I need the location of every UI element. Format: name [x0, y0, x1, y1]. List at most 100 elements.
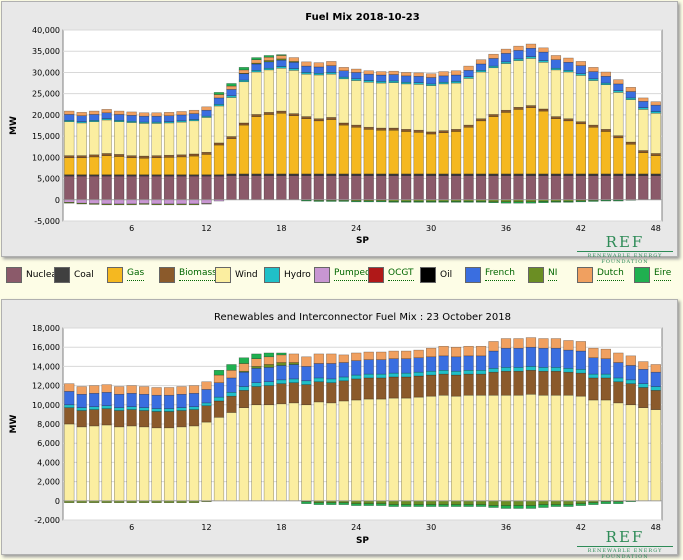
bar-segment-hydro [89, 406, 100, 410]
bar-segment-ni [201, 203, 212, 205]
bar-segment-coal [588, 173, 599, 176]
bar-segment-french [550, 59, 562, 69]
bar-segment-hydro [575, 73, 587, 76]
bar-segment-hydro [201, 402, 212, 407]
bar-segment-ni [276, 362, 287, 366]
bar-segment-biomass [64, 407, 75, 425]
bar-segment-hydro [538, 367, 549, 372]
bar-segment-wind [151, 123, 162, 156]
bar-segment-hydro [388, 372, 399, 378]
bar-segment-gas [338, 124, 349, 175]
bar-segment-hydro [276, 379, 287, 384]
bar-segment-hydro [625, 97, 636, 100]
bar-segment-eire [301, 199, 312, 202]
legend-label[interactable]: Pumped [334, 267, 371, 281]
bar-segment-biomass [89, 409, 100, 427]
bar-segment-nuclear [488, 175, 499, 201]
bar-segment-biomass [288, 382, 299, 404]
bar-segment-gas [450, 131, 462, 175]
bar-segment-hydro [450, 81, 462, 84]
bar-segment-ni [188, 203, 200, 206]
y-tick-label: 10,000 [32, 153, 60, 162]
bar-segment-coal [513, 173, 524, 176]
bar-segment-nuclear [450, 175, 462, 201]
bar-segment-dutch [64, 110, 75, 115]
bar-segment-hydro [263, 381, 275, 386]
legend-label[interactable]: French [485, 267, 515, 281]
bar-segment-french [201, 109, 212, 117]
bar-segment-nuclear [426, 175, 437, 201]
bar-segment-eire [450, 504, 462, 507]
bar-segment-french [313, 66, 324, 74]
bar-segment-wind [563, 71, 574, 119]
legend-label[interactable]: Dutch [597, 267, 624, 281]
bar-segment-wind [64, 121, 75, 156]
bar-segment-nuclear [263, 175, 275, 201]
bar-segment-dutch [201, 106, 212, 111]
legend-label[interactable]: Gas [127, 267, 145, 281]
y-tick-label: 15,000 [32, 132, 60, 141]
bar-segment-biomass [126, 409, 137, 427]
legend-label: Hydro [284, 270, 311, 280]
bar-segment-biomass [500, 109, 512, 113]
bar-segment-french [363, 73, 374, 81]
y-tick-label: 18,000 [32, 324, 60, 333]
bar-segment-eire [388, 201, 399, 203]
bar-segment-wind [513, 394, 524, 502]
bar-segment-eire [251, 353, 262, 359]
bar-segment-biomass [525, 105, 537, 108]
bar-segment-french [475, 63, 487, 71]
bar-segment-nuclear [276, 175, 287, 201]
bar-segment-eire [563, 504, 574, 507]
legend-label[interactable]: Eire [654, 267, 672, 281]
bar-segment-dutch [288, 57, 299, 62]
bar-segment-hydro [438, 369, 449, 375]
bar-segment-eire [613, 199, 624, 202]
legend-swatch [634, 267, 650, 283]
bar-segment-wind [101, 119, 112, 154]
bar-segment-coal [438, 173, 449, 176]
bar-segment-eire [413, 504, 424, 507]
bar-segment-gas [401, 131, 412, 175]
bar-segment-coal [338, 173, 349, 176]
bar-segment-dutch [600, 348, 611, 359]
bar-segment-biomass [101, 153, 112, 156]
legend-label[interactable]: OCGT [388, 267, 414, 281]
x-tick-label: 36 [501, 224, 511, 233]
ref-logo: REF RENEWABLE ENERGY FOUNDATION [577, 233, 673, 265]
x-axis-label: SP [356, 236, 369, 246]
bar-segment-coal [575, 173, 587, 176]
legend-label[interactable]: Biomass [179, 267, 217, 281]
bar-segment-wind [114, 426, 125, 502]
bar-segment-eire [500, 201, 512, 204]
bar-segment-biomass [313, 381, 324, 403]
bar-segment-eire [475, 504, 487, 507]
bar-segment-gas [313, 120, 324, 175]
bar-segment-coal [238, 173, 250, 176]
bar-segment-french [338, 70, 349, 78]
bar-segment-eire [563, 201, 574, 203]
bar-segment-dutch [163, 112, 175, 116]
bar-segment-french [650, 371, 661, 387]
bar-segment-nuclear [76, 175, 87, 201]
bar-segment-ni [101, 203, 112, 206]
bar-segment-pumped [139, 199, 150, 204]
bar-segment-biomass [426, 374, 437, 397]
y-tick-label: 0 [55, 497, 60, 506]
bar-segment-wind [488, 394, 499, 502]
legend-label[interactable]: NI [548, 267, 558, 281]
bar-segment-hydro [64, 120, 75, 122]
bar-segment-biomass [363, 377, 374, 400]
bar-segment-eire [426, 201, 437, 203]
legend-swatch [107, 267, 123, 283]
bar-segment-hydro [588, 373, 599, 379]
bar-segment-wind [388, 397, 399, 502]
bar-segment-hydro [475, 369, 487, 375]
x-tick-label: 18 [276, 523, 286, 532]
bar-segment-hydro [351, 78, 362, 81]
bar-segment-nuclear [151, 175, 162, 201]
bar-segment-hydro [438, 81, 449, 85]
bar-segment-french [600, 358, 611, 375]
bar-segment-wind [475, 71, 487, 119]
bar-segment-gas [139, 157, 150, 175]
